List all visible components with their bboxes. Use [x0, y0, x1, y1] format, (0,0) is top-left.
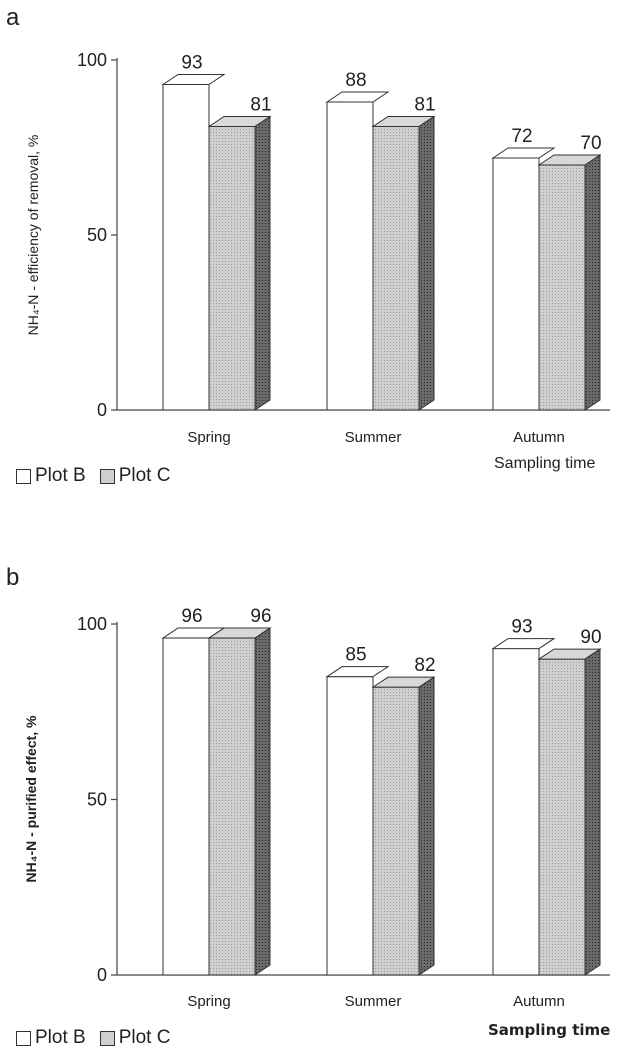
legend-swatch-plot-c: [99, 1030, 115, 1046]
y-tick-label: 50: [87, 790, 107, 810]
y-tick-label: 0: [97, 400, 107, 420]
bar-plot-c-spring: [208, 126, 256, 411]
bar-side-face: [254, 115, 271, 411]
x-tick-label: Spring: [187, 429, 230, 446]
bar-top-face: [325, 91, 390, 103]
chart-panel-b: b 0 50 100 NH₄-N - purified effect, % 96 96 Sp…: [0, 524, 621, 1048]
bar-plot-c-spring: [208, 637, 256, 976]
bar-side-face: [584, 648, 601, 976]
legend-item-plot-b: Plot B: [16, 465, 86, 487]
bar-plot-b-summer: [326, 101, 374, 411]
data-label: 93: [181, 53, 202, 74]
bar-plot-b-summer: [326, 676, 374, 976]
bar-chart-b: 0 50 100 NH₄-N - purified effect, % 96 96 Spri…: [23, 606, 610, 1010]
bar-plot-c-autumn: [538, 164, 586, 411]
data-label: 81: [250, 95, 271, 116]
legend-item-plot-c: Plot C: [99, 465, 171, 487]
data-label: 96: [181, 606, 202, 627]
y-tick-label: 0: [97, 965, 107, 985]
data-label: 85: [345, 645, 366, 666]
bar-chart-a: 0 50 100 NH₄-N - efficiency of removal, % 93…: [25, 50, 610, 446]
bar-plot-b-spring: [162, 84, 210, 411]
x-axis-title: Sampling time: [488, 1021, 611, 1039]
data-label: 96: [250, 606, 271, 627]
data-label: 81: [414, 95, 435, 116]
bar-top-face: [161, 74, 226, 85]
data-label: 72: [511, 126, 532, 147]
data-label: 82: [414, 655, 435, 676]
x-tick-label: Summer: [345, 429, 402, 446]
bar-plot-c-autumn: [538, 658, 586, 976]
bar-plot-c-summer: [372, 126, 420, 411]
bar-plot-b-autumn: [492, 648, 540, 976]
y-tick-label: 100: [77, 614, 107, 634]
bar-plot-b-autumn: [492, 157, 540, 411]
data-label: 88: [345, 70, 366, 91]
bar-side-face: [418, 676, 435, 976]
legend-label-plot-b: Plot B: [35, 465, 86, 486]
data-label: 90: [580, 627, 601, 648]
panel-label: a: [6, 4, 20, 31]
y-tick-label: 50: [87, 225, 107, 245]
legend-item-plot-b: Plot B: [16, 1027, 86, 1049]
y-tick-label: 100: [77, 50, 107, 70]
x-tick-label: Autumn: [513, 993, 565, 1010]
legend-label-plot-b: Plot B: [35, 1027, 86, 1048]
y-axis-title: NH₄-N - purified effect, %: [23, 715, 39, 882]
bar-plot-c-summer: [372, 686, 420, 976]
bar-top-face: [491, 147, 556, 159]
legend-label-plot-c: Plot C: [118, 1027, 171, 1048]
bar-side-face: [418, 115, 435, 411]
panel-label: b: [6, 564, 20, 591]
x-axis-title: Sampling time: [494, 455, 596, 472]
legend: Plot B Plot C: [16, 465, 178, 487]
legend: Plot B Plot C: [16, 1027, 178, 1049]
bar-side-face: [254, 627, 271, 976]
bar-side-face: [584, 154, 601, 411]
x-tick-label: Autumn: [513, 429, 565, 446]
legend-swatch-plot-b: [16, 468, 31, 484]
x-tick-label: Summer: [345, 993, 402, 1010]
y-axis-title: NH₄-N - efficiency of removal, %: [25, 135, 41, 336]
legend-swatch-plot-c: [99, 468, 115, 484]
legend-swatch-plot-b: [16, 1030, 31, 1046]
legend-item-plot-c: Plot C: [99, 1027, 171, 1049]
data-label: 70: [580, 133, 601, 154]
bar-top-face: [491, 638, 556, 650]
x-tick-label: Spring: [187, 993, 230, 1010]
legend-label-plot-c: Plot C: [118, 465, 171, 486]
chart-panel-a: a 0 50 100 NH₄-N - efficiency of removal, %…: [0, 0, 621, 524]
data-label: 93: [511, 617, 532, 638]
bar-plot-b-spring: [162, 637, 210, 976]
bar-top-face: [325, 666, 390, 678]
